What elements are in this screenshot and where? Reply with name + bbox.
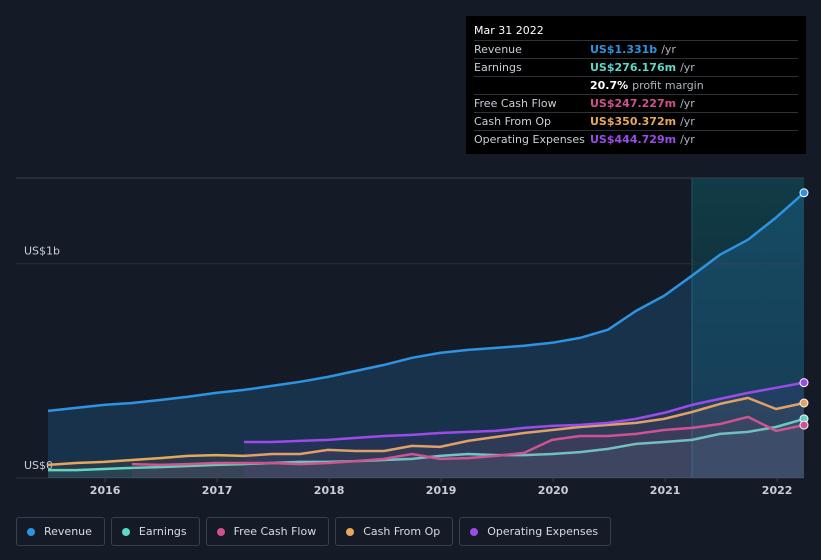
tooltip-value: US$276.176m: [590, 61, 677, 74]
tooltip-unit: profit margin: [632, 79, 704, 92]
tooltip-value: US$350.372m: [590, 115, 677, 128]
tooltip-value: US$247.227m: [590, 97, 677, 110]
legend: Revenue Earnings Free Cash Flow Cash From O…: [16, 517, 612, 546]
end-marker: [799, 378, 809, 388]
tooltip-row: Free Cash Flow US$247.227m/yr: [474, 94, 798, 112]
x-tick-label: 2017: [202, 484, 233, 497]
tooltip-unit: /yr: [680, 133, 695, 146]
series-line: [47, 396, 805, 467]
end-marker: [799, 398, 809, 408]
series-area: [244, 382, 804, 478]
tooltip-unit: /yr: [680, 61, 695, 74]
legend-item[interactable]: Cash From Op: [335, 517, 454, 546]
legend-label: Free Cash Flow: [233, 525, 317, 538]
end-marker: [799, 420, 809, 430]
legend-label: Cash From Op: [363, 525, 441, 538]
series-area: [48, 397, 804, 478]
legend-label: Operating Expenses: [487, 525, 599, 538]
tooltip-label: Operating Expenses: [474, 133, 585, 146]
tooltip-row: Revenue US$1.331b/yr: [474, 40, 798, 58]
end-marker: [799, 188, 809, 198]
legend-label: Revenue: [44, 525, 92, 538]
tooltip: Mar 31 2022 Revenue US$1.331b/yr Earnings U…: [466, 16, 806, 154]
series-line: [131, 415, 805, 467]
tooltip-label: Revenue: [474, 43, 522, 56]
series-area: [48, 418, 804, 478]
legend-dot: [346, 527, 355, 536]
tooltip-value: 20.7%: [590, 79, 629, 92]
legend-item[interactable]: Free Cash Flow: [205, 517, 330, 546]
tooltip-unit: /yr: [680, 97, 695, 110]
legend-item[interactable]: Revenue: [16, 517, 105, 546]
tooltip-date: Mar 31 2022: [474, 24, 544, 37]
tooltip-label: Free Cash Flow: [474, 97, 557, 110]
y-tick-label: US$0: [24, 459, 53, 472]
tooltip-value: US$444.729m: [590, 133, 677, 146]
tooltip-row: Cash From Op US$350.372m/yr: [474, 112, 798, 130]
tooltip-unit: /yr: [661, 43, 676, 56]
x-tick-label: 2022: [762, 484, 793, 497]
tooltip-row: Earnings US$276.176m/yr: [474, 58, 798, 76]
x-tick-label: 2019: [426, 484, 457, 497]
tooltip-label: [474, 77, 590, 94]
x-tick-label: 2021: [650, 484, 681, 497]
legend-dot: [470, 527, 479, 536]
series-line: [244, 381, 805, 444]
x-tick-label: 2016: [90, 484, 121, 497]
tooltip-row: Operating Expenses US$444.729m/yr: [474, 130, 798, 148]
tooltip-label: Cash From Op: [474, 115, 552, 128]
tooltip-row: 20.7% profit margin: [474, 76, 798, 94]
legend-label: Earnings: [138, 525, 187, 538]
tooltip-label: Earnings: [474, 61, 522, 74]
y-tick-label: US$1b: [24, 245, 60, 258]
series-line: [47, 191, 805, 413]
legend-item[interactable]: Earnings: [110, 517, 200, 546]
tooltip-value: US$1.331b: [590, 43, 658, 56]
series-area: [132, 416, 804, 478]
legend-dot: [121, 527, 130, 536]
x-tick-label: 2018: [314, 484, 345, 497]
tooltip-unit: /yr: [680, 115, 695, 128]
x-tick-label: 2020: [538, 484, 569, 497]
legend-dot: [27, 527, 35, 536]
legend-item[interactable]: Operating Expenses: [459, 517, 612, 546]
legend-dot: [216, 527, 225, 536]
series-area: [48, 192, 804, 479]
